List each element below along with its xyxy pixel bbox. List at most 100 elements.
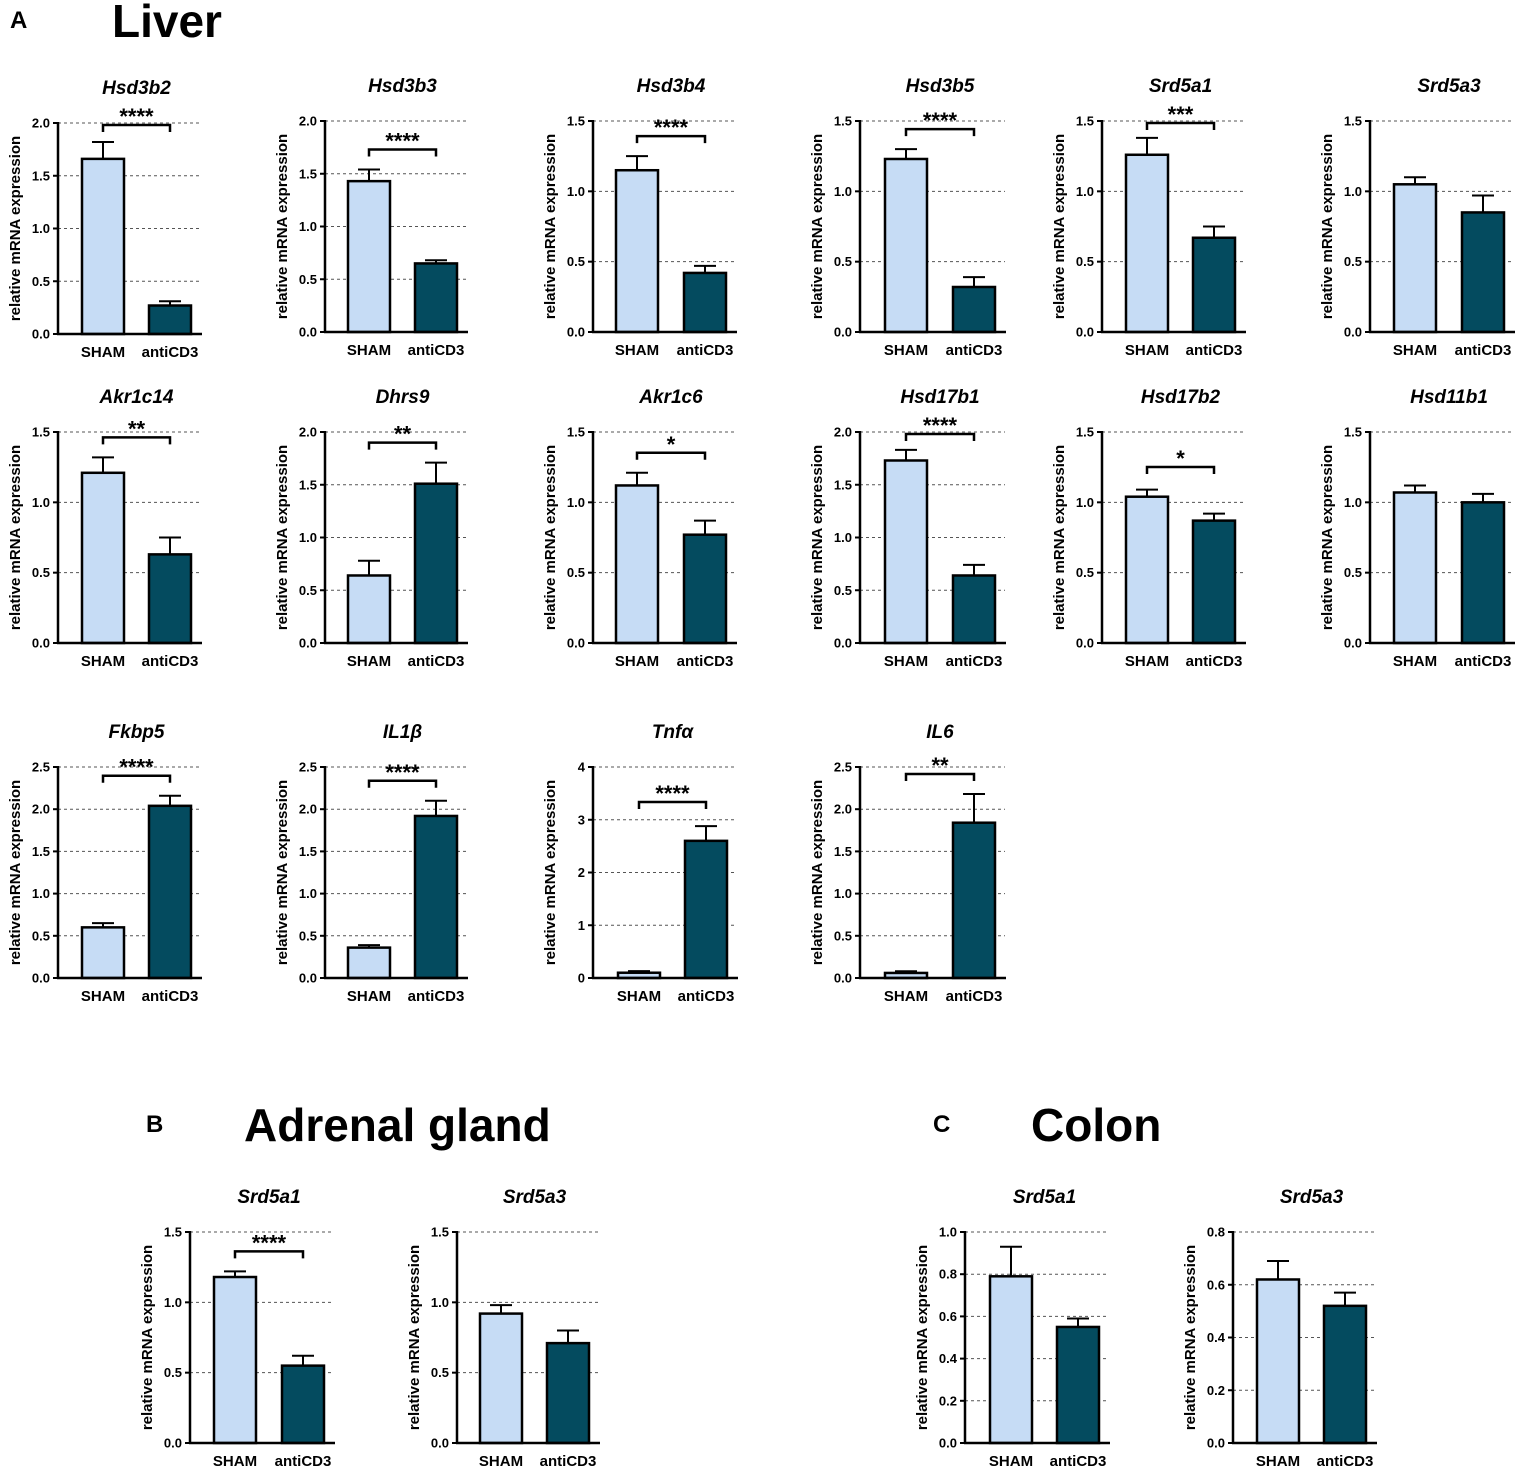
- x-category-label: antiCD3: [677, 342, 734, 359]
- bar-anticd3: [951, 821, 997, 980]
- chart-3: Hsd3b4 relative mRNA expression 0.0 0.5 1.0 1…: [542, 76, 737, 359]
- chart-15: Tnfα relative mRNA expression 0 1 2 3 4 SHAM ant…: [542, 722, 738, 1005]
- bar-anticd3: [147, 553, 193, 645]
- bar-anticd3: [1055, 1325, 1101, 1445]
- x-category-label: antiCD3: [677, 653, 734, 670]
- y-tick-label: 0.0: [1076, 325, 1094, 340]
- y-tick-label: 2.0: [299, 425, 317, 440]
- significance-bracket: [637, 800, 708, 809]
- y-tick-label: 1.5: [164, 1225, 182, 1240]
- bar-sham: [80, 926, 126, 980]
- x-category-label: SHAM: [347, 988, 391, 1005]
- x-category-label: antiCD3: [408, 988, 465, 1005]
- y-tick-label: 0.2: [1207, 1383, 1225, 1398]
- x-category-label: antiCD3: [1455, 653, 1512, 670]
- y-tick-label: 1.0: [32, 495, 50, 510]
- x-category-label: SHAM: [479, 1453, 523, 1467]
- bar-sham: [1392, 491, 1438, 645]
- x-category-label: antiCD3: [1186, 653, 1243, 670]
- y-tick-label: 1.5: [32, 168, 50, 183]
- bar-anticd3: [545, 1341, 591, 1445]
- y-tick-label: 1.0: [834, 886, 852, 901]
- x-category-label: SHAM: [884, 988, 928, 1005]
- y-axis-label: relative mRNA expression: [406, 1245, 423, 1430]
- y-tick-label: 0.5: [1076, 254, 1094, 269]
- y-tick-label: 1.0: [164, 1295, 182, 1310]
- y-tick-label: 0.4: [1207, 1330, 1226, 1345]
- significance-bracket: [904, 432, 976, 441]
- x-category-label: antiCD3: [142, 344, 199, 361]
- significance-label: *: [1176, 446, 1185, 471]
- x-category-label: antiCD3: [1186, 342, 1243, 359]
- y-tick-label: 2.0: [834, 802, 852, 817]
- significance-label: ***: [1168, 102, 1194, 127]
- y-axis-label: relative mRNA expression: [542, 445, 559, 630]
- chart-title: Fkbp5: [109, 722, 165, 743]
- significance-bracket: [233, 1250, 305, 1259]
- panel-a-title: Liver: [112, 0, 222, 47]
- x-category-label: SHAM: [1256, 1453, 1300, 1467]
- y-tick-label: 1.5: [32, 844, 50, 859]
- chart-7: Akr1c14 relative mRNA expression 0.0 0.5 1.0…: [7, 387, 202, 670]
- y-tick-label: 1.0: [32, 886, 50, 901]
- significance-bracket: [1145, 465, 1216, 474]
- y-tick-label: 0.0: [567, 636, 585, 651]
- bar-anticd3: [413, 262, 459, 334]
- y-tick-label: 1.5: [1076, 114, 1094, 129]
- chart-title: IL1β: [383, 722, 422, 743]
- x-category-label: SHAM: [884, 653, 928, 670]
- y-tick-label: 4: [578, 760, 586, 775]
- x-category-label: SHAM: [1393, 342, 1437, 359]
- x-category-label: antiCD3: [275, 1453, 332, 1467]
- y-tick-label: 0.2: [939, 1393, 957, 1408]
- y-tick-label: 1.5: [431, 1225, 449, 1240]
- y-tick-label: 0.8: [1207, 1225, 1225, 1240]
- bar-anticd3: [951, 285, 997, 334]
- y-axis-label: relative mRNA expression: [542, 780, 559, 965]
- y-tick-label: 1.5: [834, 477, 852, 492]
- x-category-label: antiCD3: [946, 988, 1003, 1005]
- y-tick-label: 1.0: [32, 221, 50, 236]
- y-tick-label: 0: [578, 971, 585, 986]
- chart-title: Hsd3b5: [906, 76, 975, 97]
- y-axis-label: relative mRNA expression: [274, 445, 291, 630]
- chart-title: Srd5a3: [1280, 1187, 1344, 1208]
- y-tick-label: 2.5: [299, 760, 317, 775]
- y-axis-label: relative mRNA expression: [1051, 445, 1068, 630]
- y-tick-label: 0.5: [32, 928, 50, 943]
- y-tick-label: 1.5: [567, 425, 585, 440]
- bar-sham: [988, 1275, 1034, 1445]
- chart-title: IL6: [926, 722, 954, 743]
- chart-14: IL1β relative mRNA expression 0.0 0.5 1.0 1.5…: [274, 722, 468, 1005]
- y-tick-label: 0.0: [1344, 325, 1362, 340]
- x-category-label: antiCD3: [946, 653, 1003, 670]
- chart-title: Akr1c14: [99, 387, 174, 408]
- y-axis-label: relative mRNA expression: [1319, 134, 1336, 319]
- y-tick-label: 0.0: [299, 971, 317, 986]
- bar-anticd3: [147, 804, 193, 980]
- chart-title: Hsd11b1: [1410, 387, 1488, 408]
- chart-4: Hsd3b5 relative mRNA expression 0.0 0.5 1.0 1…: [809, 76, 1006, 359]
- y-tick-label: 1.0: [834, 184, 852, 199]
- y-axis-label: relative mRNA expression: [274, 780, 291, 965]
- significance-bracket: [635, 134, 707, 144]
- x-category-label: antiCD3: [540, 1453, 597, 1467]
- x-category-label: antiCD3: [142, 653, 199, 670]
- bar-anticd3: [682, 533, 728, 645]
- y-tick-label: 1.5: [32, 425, 50, 440]
- x-category-label: antiCD3: [1455, 342, 1512, 359]
- y-tick-label: 1.5: [567, 114, 585, 129]
- chart-19: Srd5a1 relative mRNA expression 0.0 0.2 0.4 0…: [914, 1187, 1110, 1467]
- y-tick-label: 0.0: [1344, 636, 1362, 651]
- x-category-label: SHAM: [1125, 653, 1169, 670]
- y-tick-label: 0.4: [939, 1351, 958, 1366]
- chart-1: Hsd3b2 relative mRNA expression 0.0 0.5 1.0 1…: [7, 78, 202, 361]
- panel-c-letter: C: [933, 1111, 950, 1138]
- y-tick-label: 1.0: [299, 886, 317, 901]
- x-category-label: SHAM: [81, 344, 125, 361]
- y-tick-label: 1.0: [1076, 495, 1094, 510]
- y-tick-label: 2.0: [299, 802, 317, 817]
- y-tick-label: 1.0: [1344, 495, 1362, 510]
- significance-label: *: [667, 432, 676, 457]
- significance-label: **: [931, 753, 949, 778]
